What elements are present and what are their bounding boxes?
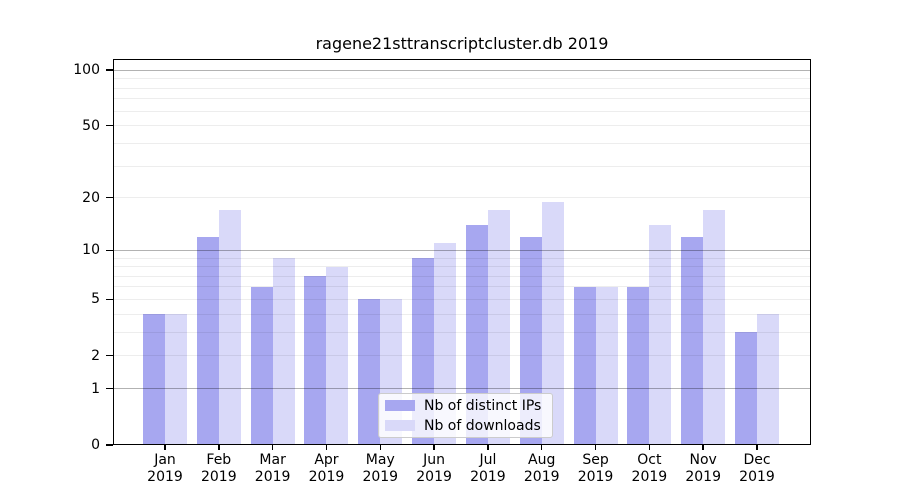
x-tick-apr bbox=[325, 445, 328, 450]
bar-downloads-dec bbox=[757, 314, 779, 445]
y-tick-50 bbox=[106, 124, 113, 127]
x-tick-jan bbox=[164, 445, 166, 450]
gridline-major-1 bbox=[113, 388, 811, 390]
x-tick-label-aug: Aug 2019 bbox=[523, 452, 560, 485]
y-tick-10 bbox=[106, 249, 113, 251]
gridline-minor-6 bbox=[113, 286, 811, 288]
y-tick-1 bbox=[106, 388, 113, 390]
gridline-minor-20 bbox=[113, 197, 811, 199]
bar-downloads-nov bbox=[703, 210, 726, 445]
gridline-minor-90 bbox=[113, 78, 811, 80]
gridline-minor-50 bbox=[113, 125, 811, 127]
x-tick-label-apr: Apr 2019 bbox=[308, 452, 345, 485]
x-tick-sep bbox=[594, 445, 597, 450]
gridline-major-100 bbox=[113, 69, 811, 71]
bar-distinct-ips-apr bbox=[304, 276, 327, 445]
bar-distinct-ips-aug bbox=[519, 236, 542, 445]
y-tick-label-2: 2 bbox=[91, 347, 100, 364]
x-tick-label-sep: Sep 2019 bbox=[577, 452, 614, 485]
bar-distinct-ips-sep bbox=[573, 286, 596, 445]
bar-downloads-jan bbox=[165, 314, 187, 445]
bar-downloads-aug bbox=[541, 201, 564, 445]
chart-title: ragene21sttranscriptcluster.db 2019 bbox=[315, 34, 609, 53]
x-tick-label-jun: Jun 2019 bbox=[416, 452, 452, 485]
y-tick-2 bbox=[106, 355, 113, 357]
legend: Nb of distinct IPs Nb of downloads bbox=[378, 393, 553, 438]
legend-item-downloads: Nb of downloads bbox=[385, 417, 544, 434]
legend-item-distinct-ips: Nb of distinct IPs bbox=[385, 397, 544, 414]
y-tick-label-5: 5 bbox=[91, 291, 100, 308]
y-tick-label-100: 100 bbox=[73, 62, 100, 79]
y-tick-label-20: 20 bbox=[82, 189, 100, 206]
y-tick-5 bbox=[106, 298, 113, 301]
x-tick-label-jan: Jan 2019 bbox=[147, 452, 183, 485]
gridline-minor-30 bbox=[113, 165, 811, 167]
gridline-minor-7 bbox=[113, 275, 811, 277]
x-tick-label-nov: Nov 2019 bbox=[685, 452, 721, 485]
bar-downloads-oct bbox=[649, 225, 672, 445]
bar-downloads-sep bbox=[595, 286, 618, 445]
x-tick-nov bbox=[702, 445, 704, 450]
gridline-minor-60 bbox=[113, 110, 811, 112]
bar-downloads-feb bbox=[218, 210, 241, 445]
legend-label-downloads: Nb of downloads bbox=[424, 417, 541, 434]
x-tick-may bbox=[379, 445, 381, 450]
y-tick-100 bbox=[106, 69, 113, 71]
x-tick-aug bbox=[541, 445, 543, 450]
x-tick-label-jul: Jul 2019 bbox=[470, 452, 506, 485]
x-tick-label-feb: Feb 2019 bbox=[200, 452, 237, 485]
x-tick-label-oct: Oct 2019 bbox=[631, 452, 668, 485]
bar-distinct-ips-feb bbox=[196, 236, 219, 445]
x-tick-oct bbox=[648, 445, 651, 450]
bar-downloads-mar bbox=[272, 258, 295, 445]
gridline-major-10 bbox=[113, 249, 811, 251]
gridline-minor-70 bbox=[113, 98, 811, 100]
gridline-minor-4 bbox=[113, 313, 811, 315]
bar-distinct-ips-mar bbox=[250, 286, 273, 445]
bar-distinct-ips-jan bbox=[143, 314, 165, 445]
bar-downloads-apr bbox=[326, 266, 349, 445]
legend-label-distinct-ips: Nb of distinct IPs bbox=[424, 397, 542, 414]
x-tick-feb bbox=[218, 445, 220, 450]
bar-distinct-ips-dec bbox=[735, 332, 757, 445]
bar-distinct-ips-jul bbox=[465, 225, 488, 445]
gridline-minor-9 bbox=[113, 257, 811, 259]
x-tick-jun bbox=[433, 445, 435, 450]
bar-distinct-ips-oct bbox=[627, 286, 650, 445]
bar-downloads-jul bbox=[487, 210, 510, 445]
legend-swatch-distinct-ips bbox=[385, 400, 415, 411]
x-tick-jul bbox=[487, 445, 489, 450]
x-tick-label-dec: Dec 2019 bbox=[739, 452, 775, 485]
y-tick-20 bbox=[106, 197, 113, 199]
legend-swatch-downloads bbox=[385, 420, 415, 431]
x-tick-dec bbox=[756, 445, 758, 450]
gridline-minor-40 bbox=[113, 142, 811, 144]
gridline-minor-8 bbox=[113, 266, 811, 268]
gridline-minor-2 bbox=[113, 355, 811, 357]
gridline-minor-80 bbox=[113, 87, 811, 89]
x-tick-label-may: May 2019 bbox=[362, 452, 399, 485]
gridline-minor-5 bbox=[113, 298, 811, 300]
y-tick-label-1: 1 bbox=[91, 380, 100, 397]
y-tick-label-50: 50 bbox=[82, 117, 100, 134]
x-tick-label-mar: Mar 2019 bbox=[254, 452, 291, 485]
y-tick-label-10: 10 bbox=[82, 242, 100, 259]
bar-distinct-ips-may bbox=[358, 299, 381, 445]
bar-distinct-ips-nov bbox=[681, 236, 704, 445]
y-tick-0 bbox=[106, 444, 113, 446]
x-tick-mar bbox=[271, 445, 274, 450]
gridline-minor-3 bbox=[113, 331, 811, 333]
y-tick-label-0: 0 bbox=[91, 437, 100, 453]
